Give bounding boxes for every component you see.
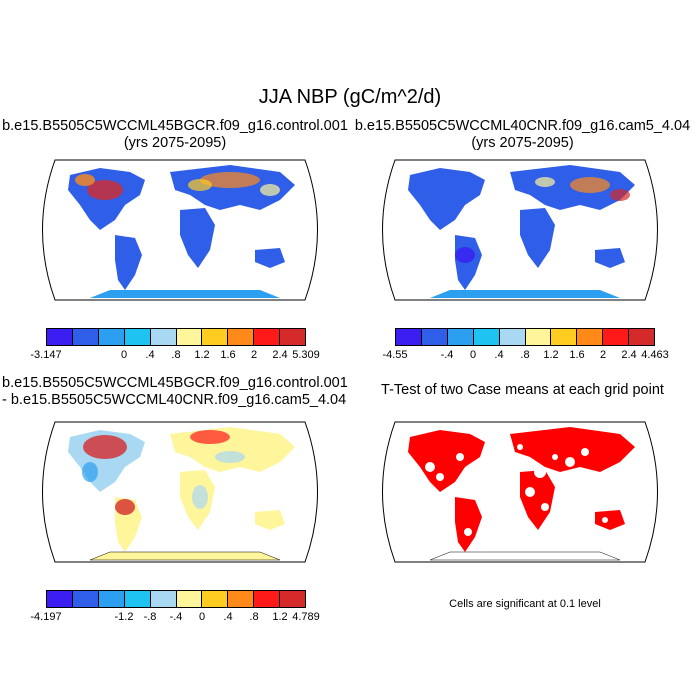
colorbar-label: 5.309 (292, 349, 320, 361)
map-top-right (370, 150, 670, 310)
colorbar-box (280, 329, 306, 345)
colorbar-box (47, 329, 73, 345)
colorbar-boxes (46, 328, 306, 346)
colorbar-labels: -4.197 -1.2 -.8 -.4 0 .4 .8 1.2 4.789 (30, 611, 319, 625)
colorbar-box (47, 591, 73, 607)
colorbar-label: 1.6 (220, 349, 236, 361)
panel-title-line1: b.e15.B5505C5WCCML45BGCR.f09_g16.control… (2, 375, 348, 391)
colorbar-box (124, 329, 151, 345)
non-significant-gaps (425, 444, 608, 536)
colorbar-box (421, 329, 448, 345)
colorbar-label: 2.4 (621, 349, 637, 361)
colorbar-label: -4.197 (30, 611, 62, 623)
colorbar-label: .4 (494, 349, 504, 361)
world-map-cam5 (382, 159, 658, 301)
colorbar-label: -.8 (143, 611, 157, 623)
colorbar-label: 0 (120, 349, 128, 361)
colorbar-box (629, 329, 655, 345)
colorbar-top-left: -3.147 0 .4 .8 1.2 1.6 2 2.4 5.309 (30, 328, 320, 363)
colorbar-box (603, 329, 630, 345)
colorbar-box (202, 591, 229, 607)
panel-title-top-right: b.e15.B5505C5WCCML40CNR.f09_g16.cam5_4.0… (345, 118, 700, 152)
colorbar-box (150, 329, 177, 345)
colorbar-box (473, 329, 500, 345)
colorbar-label: .8 (249, 611, 259, 623)
colorbar-box (72, 329, 99, 345)
panel-title-line1: b.e15.B5505C5WCCML45BGCR.f09_g16.control… (2, 118, 348, 134)
colorbar-box (228, 329, 255, 345)
world-map-difference (42, 421, 318, 563)
colorbar-label: .8 (171, 349, 181, 361)
colorbar-boxes (395, 328, 655, 346)
colorbar-label: 0 (198, 611, 206, 623)
colorbar-bottom-left: -4.197 -1.2 -.8 -.4 0 .4 .8 1.2 4.789 (30, 590, 320, 625)
map-bottom-right (370, 412, 670, 572)
colorbar-label: -3.147 (30, 349, 62, 361)
colorbar-box (551, 329, 578, 345)
colorbar-label: 1.2 (543, 349, 559, 361)
colorbar-label: 0 (469, 349, 477, 361)
colorbar-box (280, 591, 306, 607)
colorbar-box (254, 591, 281, 607)
hotspots (75, 172, 280, 200)
colorbar-label: -.4 (440, 349, 454, 361)
colorbar-label: .4 (145, 349, 155, 361)
hotspots (455, 177, 630, 263)
colorbar-box (228, 591, 255, 607)
colorbar-label: 2 (250, 349, 258, 361)
map-bottom-left (30, 412, 330, 572)
colorbar-label: -1.2 (114, 611, 134, 623)
colorbar-box (72, 591, 99, 607)
hotspots (82, 430, 245, 515)
colorbar-label: .4 (223, 611, 233, 623)
ttest-note: Cells are significant at 0.1 level (449, 598, 601, 610)
colorbar-label: 4.463 (641, 349, 669, 361)
map-top-left (30, 150, 330, 310)
colorbar-label: .8 (520, 349, 530, 361)
colorbar-box (447, 329, 474, 345)
panel-title-bottom-right: T-Test of two Case means at each grid po… (381, 382, 664, 398)
colorbar-box (98, 329, 125, 345)
world-map-ttest (382, 421, 658, 563)
colorbar-box (525, 329, 552, 345)
panel-title-line2: - b.e15.B5505C5WCCML40CNR.f09_g16.cam5_4… (2, 392, 347, 408)
colorbar-top-right: -4.55 -.4 0 .4 .8 1.2 1.6 2 2.4 4.463 (382, 328, 669, 363)
colorbar-box (577, 329, 604, 345)
significant-cells (408, 427, 635, 561)
colorbar-boxes (46, 590, 306, 608)
colorbar-label: 1.2 (272, 611, 288, 623)
colorbar-box (176, 591, 203, 607)
colorbar-label: -4.55 (382, 349, 408, 361)
colorbar-box (202, 329, 229, 345)
panel-title-line2: (yrs 2075-2095) (123, 135, 227, 151)
panel-title-bottom-left: b.e15.B5505C5WCCML45BGCR.f09_g16.control… (2, 375, 352, 409)
colorbar-box (150, 591, 177, 607)
colorbar-box (254, 329, 281, 345)
colorbar-box (176, 329, 203, 345)
panel-title-line1: b.e15.B5505C5WCCML40CNR.f09_g16.cam5_4.0… (354, 118, 691, 134)
colorbar-labels: -3.147 0 .4 .8 1.2 1.6 2 2.4 5.309 (30, 349, 319, 363)
colorbar-box (499, 329, 526, 345)
panel-title-top-left: b.e15.B5505C5WCCML45BGCR.f09_g16.control… (0, 118, 350, 152)
colorbar-box (396, 329, 422, 345)
colorbar-labels: -4.55 -.4 0 .4 .8 1.2 1.6 2 2.4 4.463 (382, 349, 668, 363)
colorbar-label: 1.6 (569, 349, 585, 361)
main-title: JJA NBP (gC/m^2/d) (258, 86, 442, 108)
colorbar-label: 4.789 (292, 611, 320, 623)
world-map-control (42, 159, 318, 301)
colorbar-label: 2 (599, 349, 607, 361)
colorbar-label: 1.2 (194, 349, 210, 361)
colorbar-label: -.4 (169, 611, 183, 623)
panel-title-line2: (yrs 2075-2095) (471, 135, 574, 151)
colorbar-box (98, 591, 125, 607)
colorbar-label: 2.4 (272, 349, 288, 361)
colorbar-box (124, 591, 151, 607)
